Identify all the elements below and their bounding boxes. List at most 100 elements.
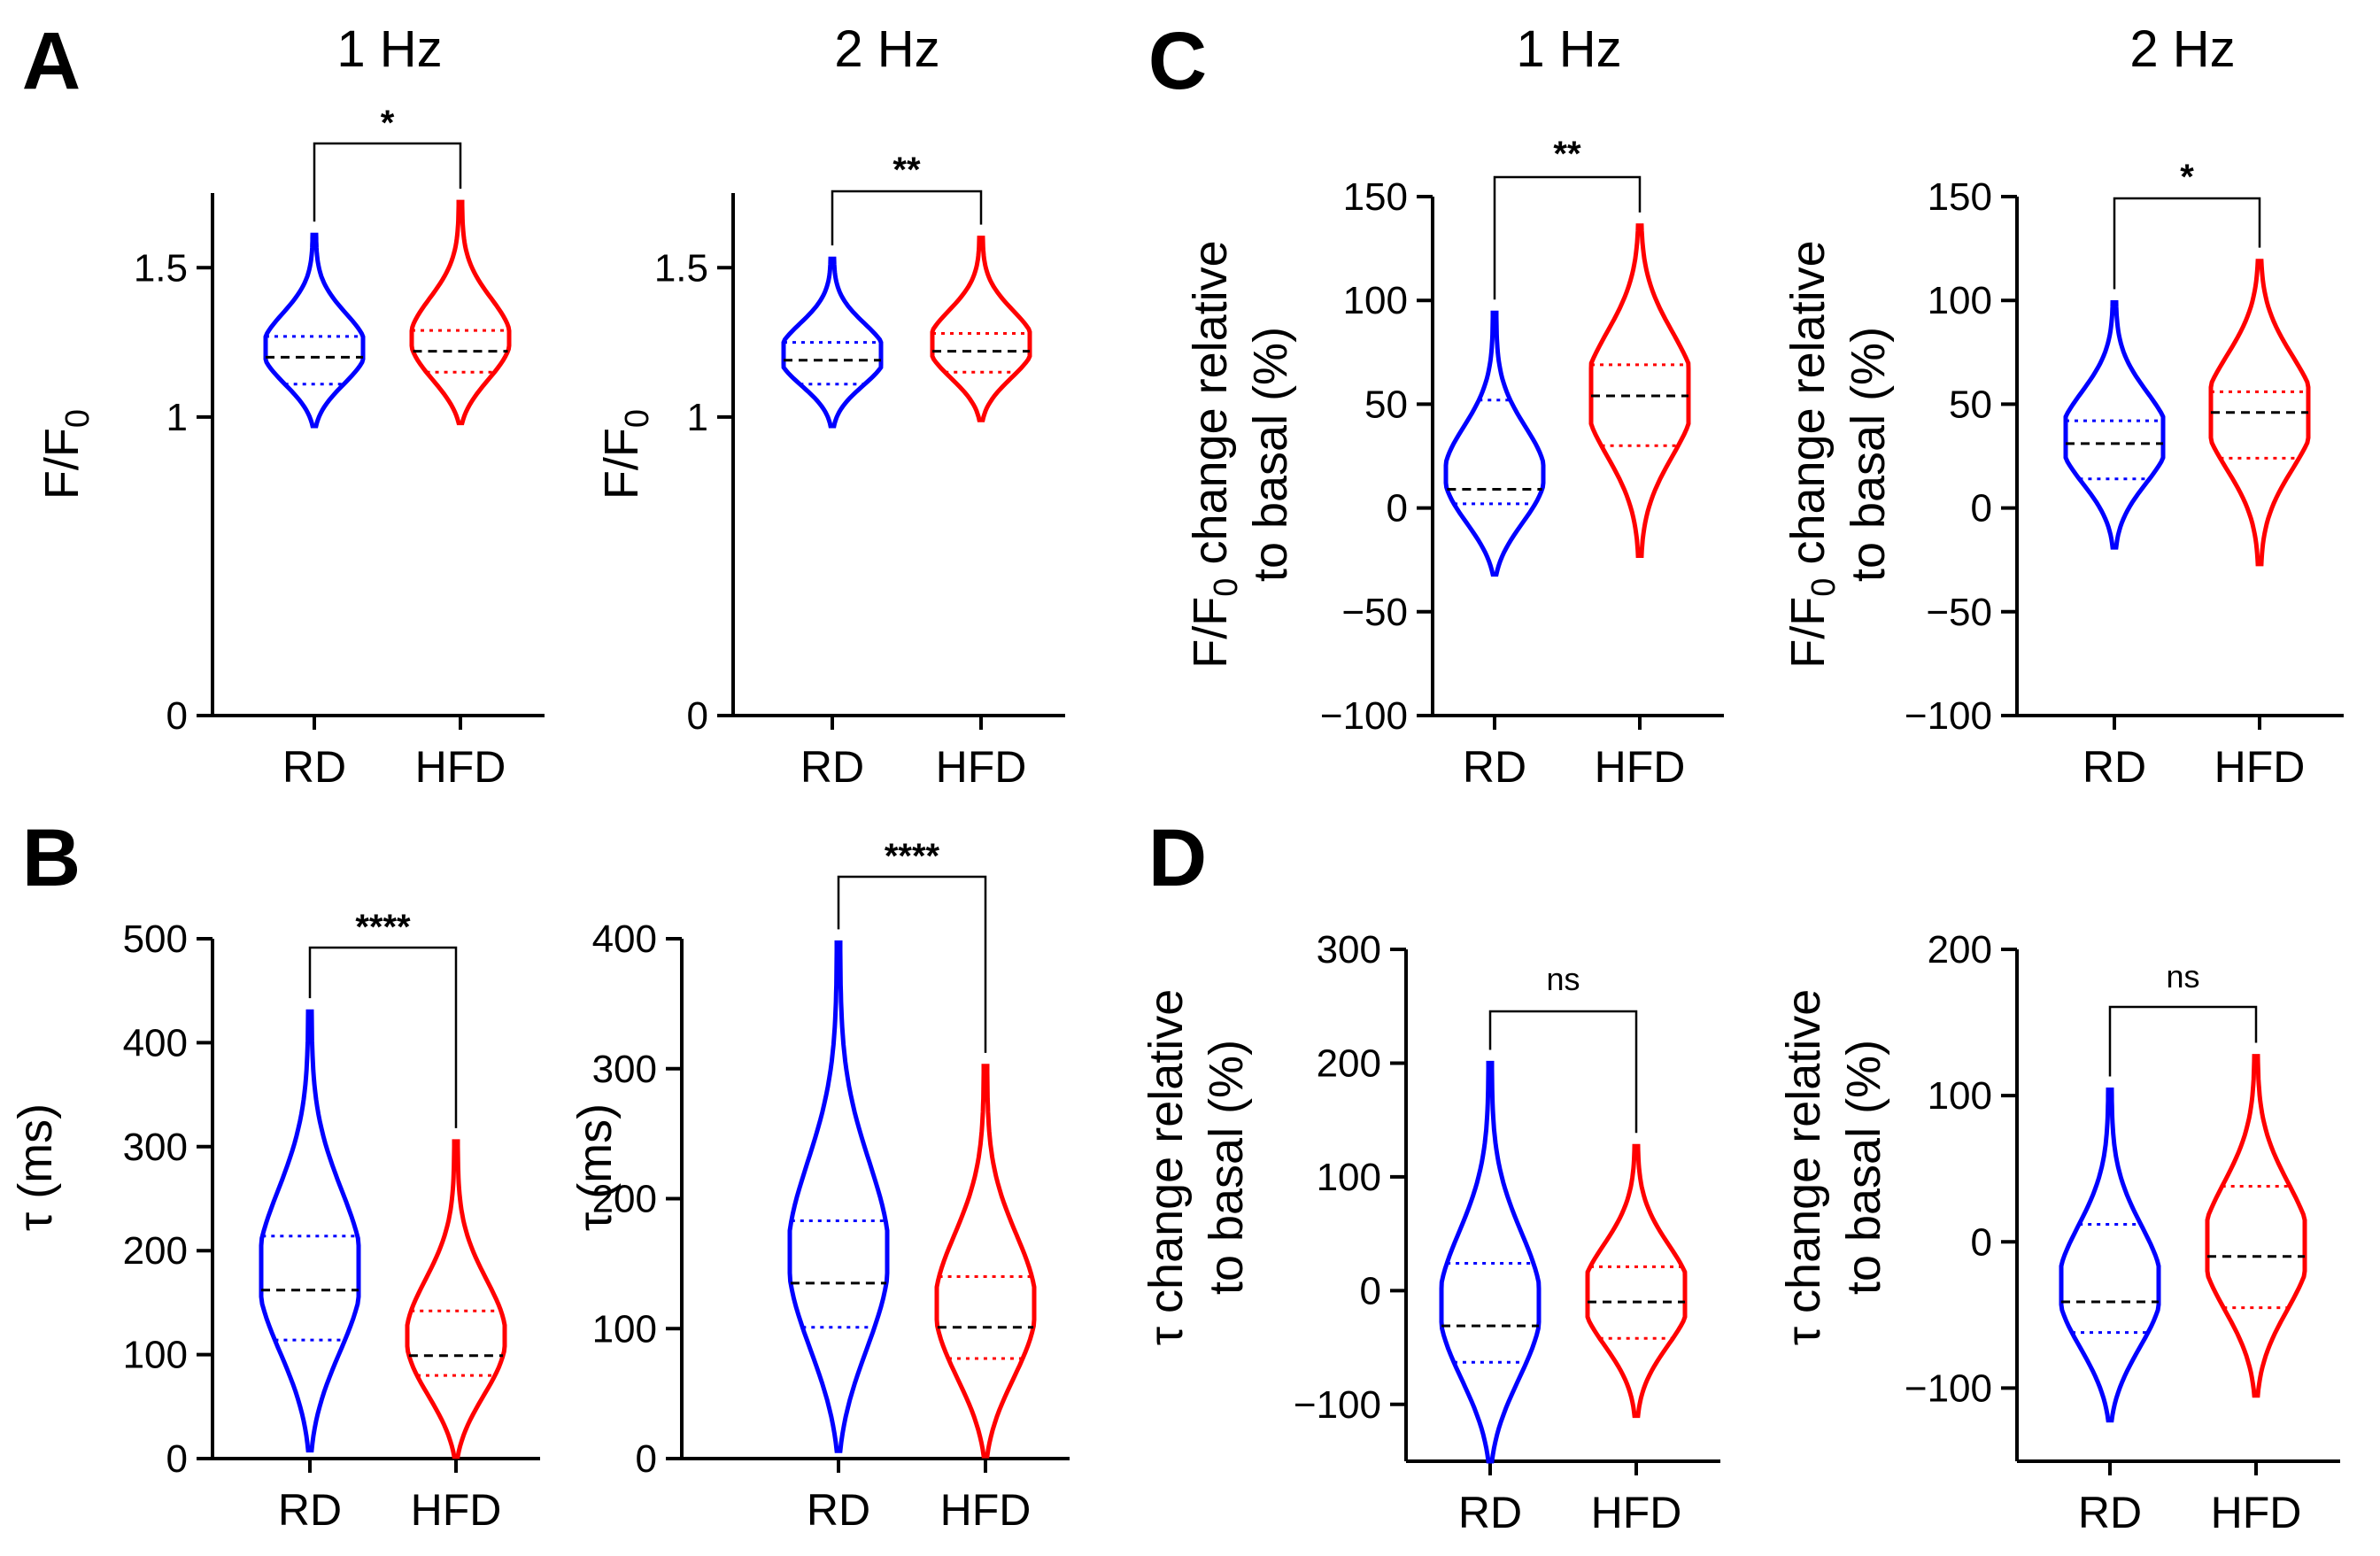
y-tick-label: 100	[592, 1307, 657, 1351]
violin-rd	[781, 256, 884, 429]
y-axis-label-text: τ change relative	[1140, 989, 1193, 1346]
y-tick-label: 200	[1317, 1041, 1381, 1085]
y-axis-label-text: to basal (%)	[1244, 327, 1297, 582]
y-tick-label: 100	[1928, 1074, 1992, 1118]
y-tick-label: 50	[1949, 383, 1992, 426]
x-tick-label: HFD	[2211, 1488, 2302, 1537]
x-tick-label: RD	[2082, 742, 2146, 792]
y-axis-label: F/F0	[595, 409, 656, 499]
y-tick-label: 0	[1387, 487, 1408, 530]
y-tick-label: 0	[636, 1437, 657, 1481]
x-tick-label: HFD	[940, 1485, 1032, 1535]
y-axis-label: τ (ms)	[9, 1103, 62, 1231]
violin-hfd	[2205, 1054, 2307, 1398]
x-tick-label: HFD	[411, 1485, 502, 1535]
significance-bracket	[313, 142, 462, 222]
violin-rd	[259, 1009, 361, 1453]
y-tick-label: 300	[1317, 928, 1381, 972]
y-tick-label: 100	[1928, 279, 1992, 322]
y-axis-label-text: F/F0 change relative	[1184, 240, 1245, 668]
y-tick-label: 100	[1343, 279, 1408, 322]
panel-5: 0 100 200 300 400 500 RD HFD **** Bτ (ms)	[9, 813, 540, 1535]
y-tick-label: 300	[123, 1126, 188, 1169]
significance-label: **	[892, 151, 921, 190]
y-tick-label: 0	[166, 694, 188, 738]
y-axis-label: F/F0 change relative to basal (%)	[1781, 240, 1895, 668]
y-tick-label: −50	[1341, 591, 1408, 634]
panel-8: −100 0 100 200 RD HFD ns τ change relative to ba…	[1777, 928, 2340, 1537]
x-tick-label: RD	[282, 742, 346, 792]
panel-letter: D	[1148, 813, 1207, 903]
y-axis-label: τ (ms)	[568, 1103, 622, 1231]
x-tick-label: RD	[1458, 1488, 1522, 1537]
panel-7: −100 0 100 200 300 RD HFD ns Dτ change relative t…	[1140, 813, 1720, 1537]
x-tick-label: HFD	[1591, 1488, 1682, 1537]
y-tick-label: 200	[123, 1229, 188, 1273]
y-tick-label: 0	[1971, 487, 1992, 530]
violin-rd	[787, 940, 890, 1453]
y-axis-label: F/F0	[35, 409, 97, 499]
x-tick-label: HFD	[2214, 742, 2306, 792]
y-tick-label: 150	[1343, 175, 1408, 219]
y-axis-label-text: F/F0	[35, 409, 97, 499]
panel-title: 1 Hz	[1516, 20, 1621, 78]
y-tick-label: 1	[687, 396, 708, 439]
significance-bracket	[1493, 175, 1642, 300]
significance-bracket	[308, 946, 458, 1128]
y-tick-label: −100	[1905, 694, 1992, 738]
panel-4: −100 −50 0 50 100 150 RD HFD * 2 Hz F/F0 change re…	[1781, 20, 2344, 792]
significance-bracket	[831, 190, 983, 246]
significance-label: ns	[1546, 961, 1580, 997]
significance-label: *	[2180, 158, 2194, 197]
y-tick-label: 400	[123, 1021, 188, 1064]
significance-label: ****	[885, 837, 940, 876]
panel-title: 2 Hz	[834, 20, 939, 78]
violin-rd	[1443, 310, 1546, 577]
y-tick-label: 200	[592, 1178, 657, 1221]
violin-hfd	[934, 1064, 1037, 1459]
significance-bracket	[2113, 197, 2261, 290]
significance-bracket	[2108, 1005, 2258, 1077]
y-tick-label: −100	[1294, 1383, 1381, 1427]
y-axis-label-text: τ change relative	[1777, 989, 1830, 1346]
y-tick-label: 0	[687, 694, 708, 738]
y-tick-label: 0	[166, 1437, 188, 1481]
y-tick-label: −50	[1926, 591, 1992, 634]
y-tick-label: 1	[166, 396, 188, 439]
y-axis-label-text: to basal (%)	[1200, 1040, 1253, 1295]
violin-rd	[2059, 1088, 2161, 1423]
y-axis-label-text: F/F0 change relative	[1781, 240, 1843, 668]
significance-bracket	[1488, 1010, 1638, 1134]
y-tick-label: 200	[1928, 928, 1992, 972]
y-tick-label: 500	[123, 917, 188, 961]
panel-letter: B	[22, 813, 81, 903]
significance-label: ns	[2166, 958, 2199, 995]
panel-letter: C	[1148, 16, 1207, 106]
x-tick-label: RD	[800, 742, 864, 792]
significance-label: ****	[355, 908, 411, 947]
y-axis-label-text: τ (ms)	[9, 1103, 62, 1231]
y-tick-label: 400	[592, 917, 657, 961]
y-tick-label: 100	[123, 1334, 188, 1377]
significance-label: **	[1553, 135, 1581, 174]
x-tick-label: HFD	[415, 742, 506, 792]
panel-title: 2 Hz	[2129, 20, 2235, 78]
y-axis-label: F/F0 change relative to basal (%)	[1184, 240, 1297, 668]
violin-hfd	[1588, 223, 1691, 558]
y-tick-label: 150	[1928, 175, 1992, 219]
violin-hfd	[930, 236, 1032, 422]
y-tick-label: 1.5	[654, 246, 708, 290]
y-tick-label: −100	[1905, 1366, 1992, 1410]
panel-3: −100 −50 0 50 100 150 RD HFD ** 1 Hz C F/F0 change …	[1148, 16, 1724, 792]
violin-rd	[2063, 300, 2166, 550]
panel-title: 1 Hz	[336, 20, 442, 78]
violin-hfd	[2208, 259, 2311, 567]
y-tick-label: 0	[1360, 1269, 1381, 1312]
x-tick-label: RD	[807, 1485, 870, 1535]
significance-bracket	[837, 875, 987, 1053]
y-axis-label-text: τ (ms)	[568, 1103, 622, 1231]
y-tick-label: −100	[1320, 694, 1408, 738]
panel-1: 0 1 1.5 RD HFD * 1 Hz A F/F0	[22, 16, 545, 792]
x-tick-label: RD	[278, 1485, 342, 1535]
